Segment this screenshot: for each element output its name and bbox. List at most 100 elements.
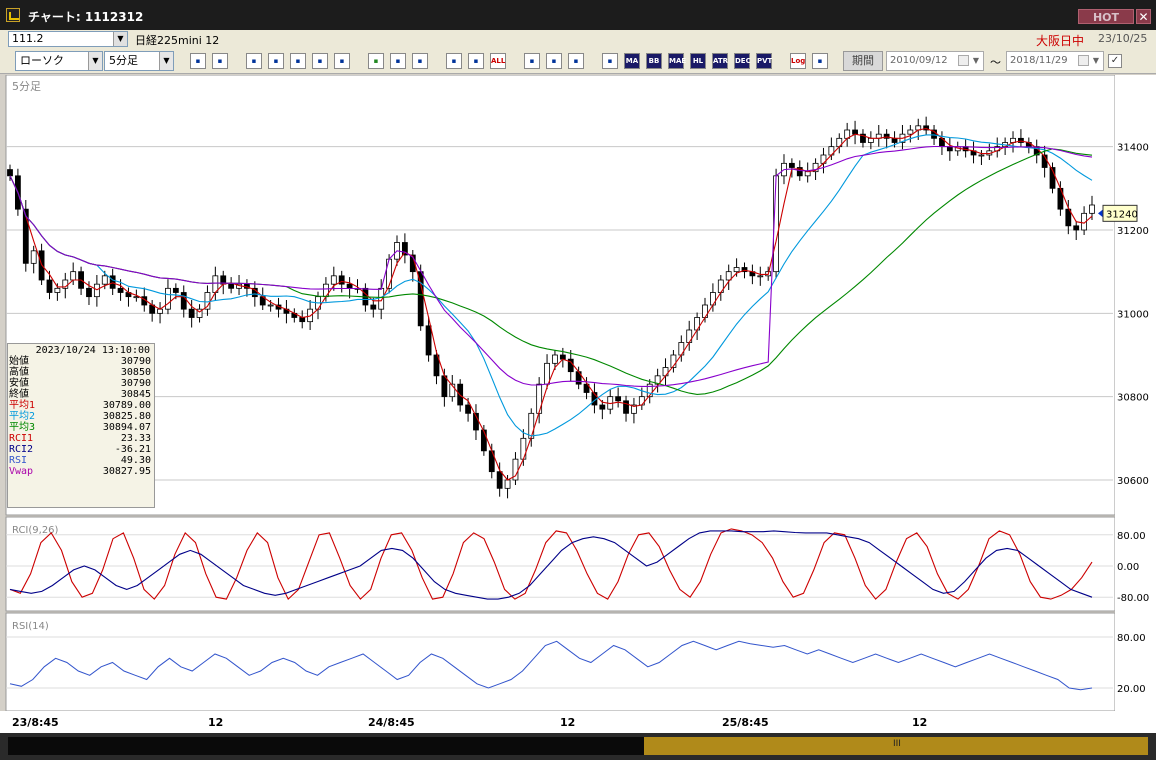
chevron-down-icon[interactable]: ▼	[159, 52, 173, 70]
candle-body	[1073, 225, 1080, 231]
line-icon[interactable]: ▪	[602, 53, 618, 69]
indicator-pvt-button[interactable]: PVT	[756, 53, 772, 69]
calendar-icon[interactable]	[958, 55, 969, 66]
candle-body	[117, 287, 124, 293]
candle-body	[338, 275, 345, 285]
start-date-input[interactable]: 2010/09/12 ▼	[886, 51, 984, 71]
ohlc-info-panel: 2023/10/24 13:10:00 始値 30790 高値 30850 安値 3079…	[7, 343, 155, 508]
candle-body	[796, 167, 803, 177]
chart-type-select[interactable]: ローソク ▼	[15, 51, 103, 71]
scrollbar-grip[interactable]: III	[893, 739, 901, 749]
candle-body	[520, 437, 527, 460]
x-tick-label: 24/8:45	[368, 716, 415, 729]
indicator-log-button[interactable]: Log	[790, 53, 806, 69]
y-tick-label: 30800	[1117, 393, 1149, 404]
cursor-icon[interactable]: ▪	[390, 53, 406, 69]
interval-select[interactable]: 5分足 ▼	[104, 51, 174, 71]
candle-body	[907, 129, 914, 135]
export-icon[interactable]: ▪	[812, 53, 828, 69]
symbol-code-value: 111.2	[12, 32, 44, 45]
info-label: 平均2	[9, 411, 36, 422]
indicator-atr-button[interactable]: ATR	[712, 53, 728, 69]
bar-icon[interactable]: ▪	[468, 53, 484, 69]
scrollbar-thumb[interactable]	[644, 737, 1148, 755]
rci-tick-label: 80.00	[1117, 531, 1146, 542]
chart-area[interactable]: 5分足 RCI(9,26) RSI(14) 31400 31200 31000 308…	[0, 75, 1156, 733]
candle-body	[867, 137, 874, 143]
candle-body	[923, 125, 930, 131]
indicator-hl-button[interactable]: HL	[690, 53, 706, 69]
window-icon[interactable]: ▪	[246, 53, 262, 69]
bar-chart-icon[interactable]: ▪	[290, 53, 306, 69]
candle-body	[330, 275, 337, 285]
ma-line-4	[9, 145, 1093, 387]
ma-line-2	[9, 134, 1093, 437]
chevron-down-icon[interactable]: ▼	[972, 56, 980, 65]
rci-line-1	[9, 528, 1093, 601]
period-checkbox[interactable]: ✓	[1108, 54, 1122, 68]
candle-body	[22, 208, 29, 264]
candle-icon[interactable]: ▪	[446, 53, 462, 69]
candle-body	[86, 287, 92, 298]
end-date-input[interactable]: 2018/11/29 ▼	[1006, 51, 1104, 71]
candle-body	[109, 275, 116, 289]
candle-body	[583, 383, 590, 393]
indicator-mae-button[interactable]: MAE	[668, 53, 686, 69]
x-tick-label: 23/8:45	[12, 716, 59, 729]
chevron-down-icon[interactable]: ▼	[88, 52, 102, 70]
period-button[interactable]: 期間	[843, 51, 883, 71]
candle-body	[528, 412, 535, 439]
symbol-code-input[interactable]: 111.2 ▼	[8, 31, 128, 47]
info-label: 平均1	[9, 400, 36, 411]
current-date: 23/10/25	[1098, 32, 1148, 45]
close-button[interactable]: ✕	[1136, 9, 1151, 24]
info-value: 23.33	[120, 433, 151, 444]
info-row: RSI 49.30	[8, 455, 154, 466]
candle-body	[133, 296, 140, 299]
time-scrollbar[interactable]: III	[0, 733, 1156, 760]
candle-body	[860, 133, 866, 143]
color-icon[interactable]: ▪	[568, 53, 584, 69]
search-list-icon[interactable]: ▪	[268, 53, 284, 69]
settings-icon[interactable]: ▪	[524, 53, 540, 69]
candle-body	[401, 242, 408, 256]
info-timestamp: 2023/10/24 13:10:00	[35, 345, 150, 356]
info-row: 平均3 30894.07	[8, 422, 154, 433]
crosshair-icon[interactable]: ▪	[212, 53, 228, 69]
indicator-bb-button[interactable]: BB	[646, 53, 662, 69]
start-date-value: 2010/09/12	[890, 55, 948, 66]
compare-icon[interactable]: ▪	[312, 53, 328, 69]
info-value: 30790	[120, 378, 151, 389]
alert-icon[interactable]: ▪	[334, 53, 350, 69]
pencil-icon[interactable]: ▪	[368, 53, 384, 69]
candle-body	[646, 383, 653, 398]
all-icon[interactable]: ALL	[490, 53, 506, 69]
chevron-down-icon[interactable]: ▼	[113, 32, 127, 46]
chevron-down-icon[interactable]: ▼	[1092, 56, 1100, 65]
candle-body	[180, 292, 187, 310]
chart-app-icon	[6, 8, 20, 22]
zoom-icon[interactable]: ▪	[190, 53, 206, 69]
candle-body	[670, 354, 677, 368]
tools-icon[interactable]: ▪	[546, 53, 562, 69]
candle-body	[346, 283, 353, 289]
candle-body	[615, 396, 622, 402]
end-date-value: 2018/11/29	[1010, 55, 1068, 66]
arrow-icon[interactable]: ▪	[412, 53, 428, 69]
indicator-dec-button[interactable]: DEC	[734, 53, 751, 69]
window-title: チャート: 1112312	[28, 10, 144, 24]
candle-body	[70, 271, 77, 281]
info-value: 30825.80	[102, 411, 151, 422]
ma-line-1	[9, 128, 1093, 481]
candle-body	[946, 146, 953, 152]
chart-type-value: ローソク	[20, 54, 64, 67]
candle-body	[188, 308, 195, 318]
candle-body	[631, 404, 637, 414]
title-bar[interactable]: チャート: 1112312 HOT ✕	[0, 0, 1156, 30]
calendar-icon[interactable]	[1078, 55, 1089, 66]
hot-button[interactable]: HOT	[1078, 9, 1134, 24]
candle-body	[757, 275, 764, 278]
indicator-ma-button[interactable]: MA	[624, 53, 640, 69]
info-value: 30789.00	[102, 400, 151, 411]
